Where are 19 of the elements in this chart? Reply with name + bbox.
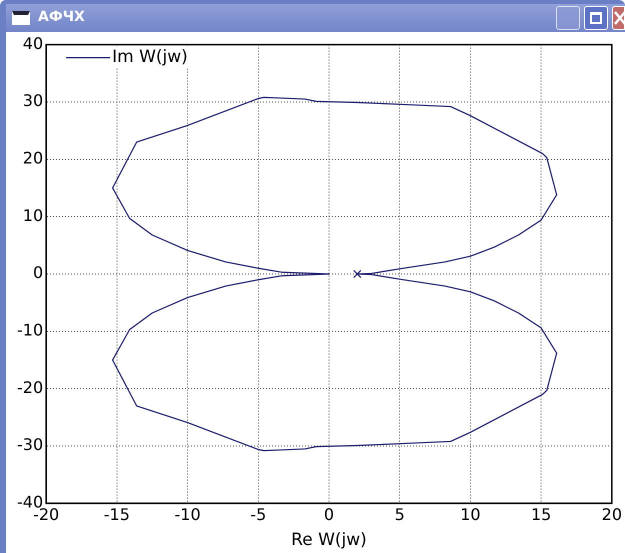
y-tick-label: 40 bbox=[22, 34, 44, 53]
y-tick-label: 0 bbox=[32, 263, 44, 282]
x-tick-label: -10 bbox=[174, 505, 201, 524]
y-tick-label: -30 bbox=[16, 435, 44, 454]
x-axis-title: Re W(jw) bbox=[291, 530, 367, 550]
legend-label: Im W(jw) bbox=[112, 47, 188, 68]
x-tick-label: -15 bbox=[104, 505, 130, 524]
x-tick-label: 0 bbox=[324, 505, 334, 524]
x-tick-label: 20 bbox=[602, 505, 622, 524]
y-tick-label: 30 bbox=[22, 91, 44, 110]
chart-title: АФЧХ bbox=[38, 9, 85, 25]
y-tick-label: -20 bbox=[16, 378, 44, 397]
x-tick-label: 15 bbox=[530, 505, 552, 524]
x-tick-label: 10 bbox=[460, 505, 481, 524]
y-tick-label: -10 bbox=[16, 320, 44, 340]
y-tick-label: 10 bbox=[22, 206, 44, 225]
x-tick-label: -5 bbox=[250, 505, 266, 524]
x-tick-label: 5 bbox=[394, 505, 405, 524]
y-tick-label: 20 bbox=[22, 148, 44, 168]
